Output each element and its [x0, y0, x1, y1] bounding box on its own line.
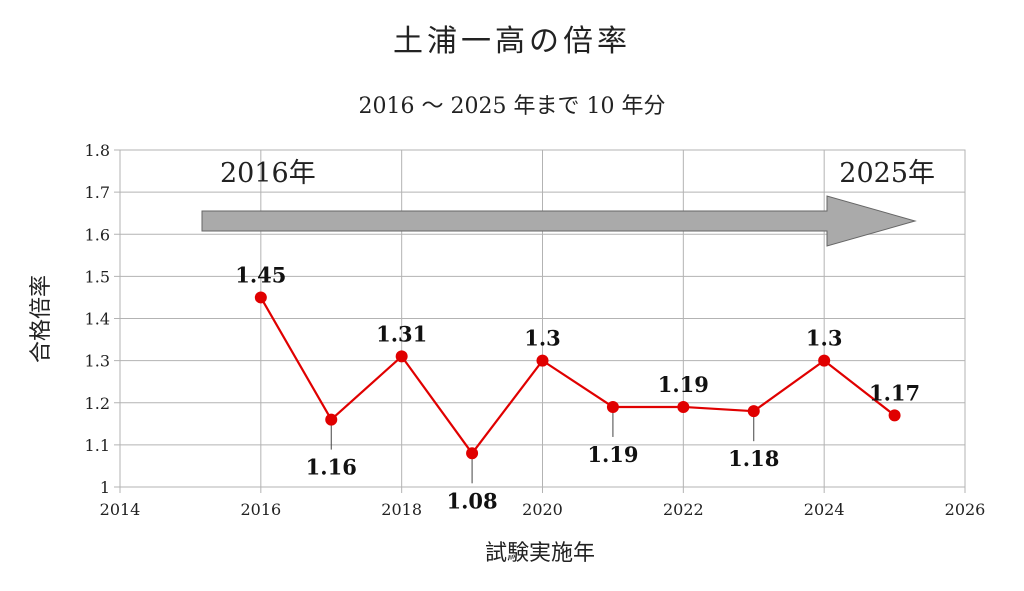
data-point: [747, 405, 760, 418]
data-label: 1.3: [524, 326, 561, 351]
data-point: [606, 400, 619, 413]
data-point: [395, 350, 408, 363]
series-line: [259, 296, 896, 455]
y-tick-label: 1.2: [85, 394, 110, 413]
axis-layer: 1 1.1 1.2 1.3 1.4 1.5 1.6 1.7 1.8 2014 2016 2018 202…: [85, 141, 986, 519]
annotation-layer: 2016年 2025年: [201, 158, 935, 247]
data-label: 1.45: [235, 262, 286, 287]
timeline-arrow: [201, 195, 917, 247]
y-tick-label: 1.1: [85, 436, 110, 455]
data-point: [677, 400, 690, 413]
x-tick-label: 2018: [381, 500, 422, 519]
x-tick-label: 2026: [945, 500, 986, 519]
x-tick-label: 2024: [804, 500, 845, 519]
x-axis-label: 試験実施年: [485, 541, 595, 566]
y-tick-label: 1.5: [85, 267, 110, 286]
y-tick-label: 1.8: [85, 141, 110, 160]
data-label: 1.3: [806, 326, 843, 351]
annotation-start-year: 2016年: [220, 158, 316, 189]
y-tick-label: 1.7: [85, 183, 110, 202]
data-label: 1.08: [447, 488, 498, 513]
data-point: [536, 354, 549, 367]
y-tick-label: 1.3: [85, 352, 110, 371]
y-tick-label: 1.4: [85, 310, 110, 329]
data-label: 1.19: [658, 372, 709, 397]
y-tick-label: 1: [100, 478, 110, 497]
data-label: 1.31: [376, 321, 427, 346]
data-point: [818, 354, 831, 367]
x-tick-label: 2014: [100, 500, 141, 519]
y-axis-label: 合格倍率: [29, 275, 54, 363]
x-tick-label: 2022: [663, 500, 704, 519]
chart-title: 土浦一高の倍率: [393, 24, 631, 59]
data-label: 1.17: [869, 380, 920, 405]
data-label: 1.19: [587, 442, 638, 467]
y-tick-label: 1.6: [85, 225, 110, 244]
x-tick-label: 2020: [522, 500, 563, 519]
data-point: [466, 447, 479, 460]
data-point: [325, 413, 338, 426]
data-point: [888, 409, 901, 422]
x-tick-label: 2016: [240, 500, 281, 519]
data-point: [254, 291, 267, 304]
data-label: 1.16: [306, 455, 357, 480]
chart-subtitle: 2016 ～ 2025 年まで 10 年分: [358, 94, 666, 119]
data-label: 1.18: [728, 446, 779, 471]
annotation-end-year: 2025年: [839, 158, 935, 189]
series-layer: 1.45 1.16 1.31 1.08 1.3 1.19 1.19 1.18 1.3 1.17: [235, 262, 920, 513]
